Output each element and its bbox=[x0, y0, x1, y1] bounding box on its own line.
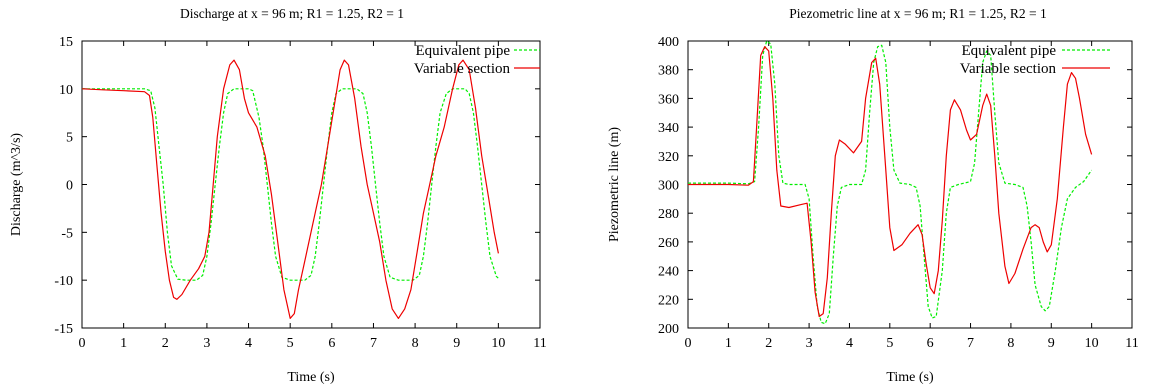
y-tick-label: 380 bbox=[658, 64, 679, 79]
y-tick-label: 280 bbox=[658, 207, 679, 222]
legend-label: Equivalent pipe bbox=[961, 43, 1056, 59]
series-line-variable-section bbox=[81, 59, 499, 319]
series-line-equivalent-pipe bbox=[688, 40, 1093, 325]
y-tick-label: 200 bbox=[658, 322, 679, 337]
y-tick-label: 400 bbox=[658, 35, 679, 50]
y-tick-label: 15 bbox=[59, 35, 73, 50]
legend-label: Variable section bbox=[414, 61, 511, 77]
y-tick-label: 360 bbox=[658, 92, 679, 107]
y-axis-label: Discharge (m^3/s) bbox=[9, 133, 24, 236]
y-tick-label: -15 bbox=[54, 322, 73, 337]
x-tick-label: 7 bbox=[967, 336, 974, 351]
x-tick-label: 2 bbox=[162, 336, 169, 351]
y-tick-label: 5 bbox=[66, 131, 73, 146]
x-tick-label: 5 bbox=[886, 336, 893, 351]
x-tick-label: 0 bbox=[79, 336, 86, 351]
legend-label: Equivalent pipe bbox=[415, 43, 510, 59]
y-tick-label: 340 bbox=[658, 121, 679, 136]
y-tick-label: 10 bbox=[59, 83, 73, 98]
x-tick-label: 3 bbox=[806, 336, 813, 351]
x-tick-label: 5 bbox=[287, 336, 294, 351]
y-tick-label: 260 bbox=[658, 236, 679, 251]
y-tick-label: 220 bbox=[658, 293, 679, 308]
x-tick-label: 8 bbox=[412, 336, 419, 351]
x-tick-label: 8 bbox=[1007, 336, 1014, 351]
x-tick-label: 0 bbox=[685, 336, 692, 351]
x-tick-label: 3 bbox=[203, 336, 210, 351]
y-tick-label: 0 bbox=[66, 179, 73, 194]
piezometric-chart: Piezometric line at x = 96 m; R1 = 1.25,… bbox=[607, 6, 1139, 385]
x-tick-label: 10 bbox=[491, 336, 505, 351]
x-tick-label: 11 bbox=[1125, 336, 1138, 351]
x-tick-label: 1 bbox=[725, 336, 732, 351]
x-axis-label: Time (s) bbox=[886, 370, 934, 385]
y-tick-label: -10 bbox=[54, 274, 73, 289]
x-tick-label: 9 bbox=[1048, 336, 1055, 351]
y-tick-label: 240 bbox=[658, 265, 679, 280]
x-tick-label: 1 bbox=[120, 336, 127, 351]
x-tick-label: 6 bbox=[927, 336, 934, 351]
x-tick-label: 9 bbox=[453, 336, 460, 351]
x-tick-label: 10 bbox=[1085, 336, 1099, 351]
x-tick-label: 2 bbox=[765, 336, 772, 351]
x-tick-label: 4 bbox=[245, 336, 252, 351]
y-tick-label: -5 bbox=[61, 226, 73, 241]
legend-label: Variable section bbox=[960, 61, 1057, 77]
chart-title: Discharge at x = 96 m; R1 = 1.25, R2 = 1 bbox=[180, 6, 404, 21]
x-tick-label: 4 bbox=[846, 336, 853, 351]
y-tick-label: 320 bbox=[658, 150, 679, 165]
series-line-equivalent-pipe bbox=[82, 88, 499, 281]
x-axis-label: Time (s) bbox=[287, 370, 335, 385]
y-tick-label: 300 bbox=[658, 179, 679, 194]
discharge-chart: Discharge at x = 96 m; R1 = 1.25, R2 = 1… bbox=[9, 6, 547, 385]
series-line-variable-section bbox=[688, 46, 1093, 318]
x-tick-label: 6 bbox=[328, 336, 335, 351]
x-tick-label: 11 bbox=[533, 336, 546, 351]
y-axis-label: Piezometric line (m) bbox=[607, 127, 622, 242]
x-tick-label: 7 bbox=[370, 336, 377, 351]
chart-title: Piezometric line at x = 96 m; R1 = 1.25,… bbox=[789, 6, 1047, 21]
